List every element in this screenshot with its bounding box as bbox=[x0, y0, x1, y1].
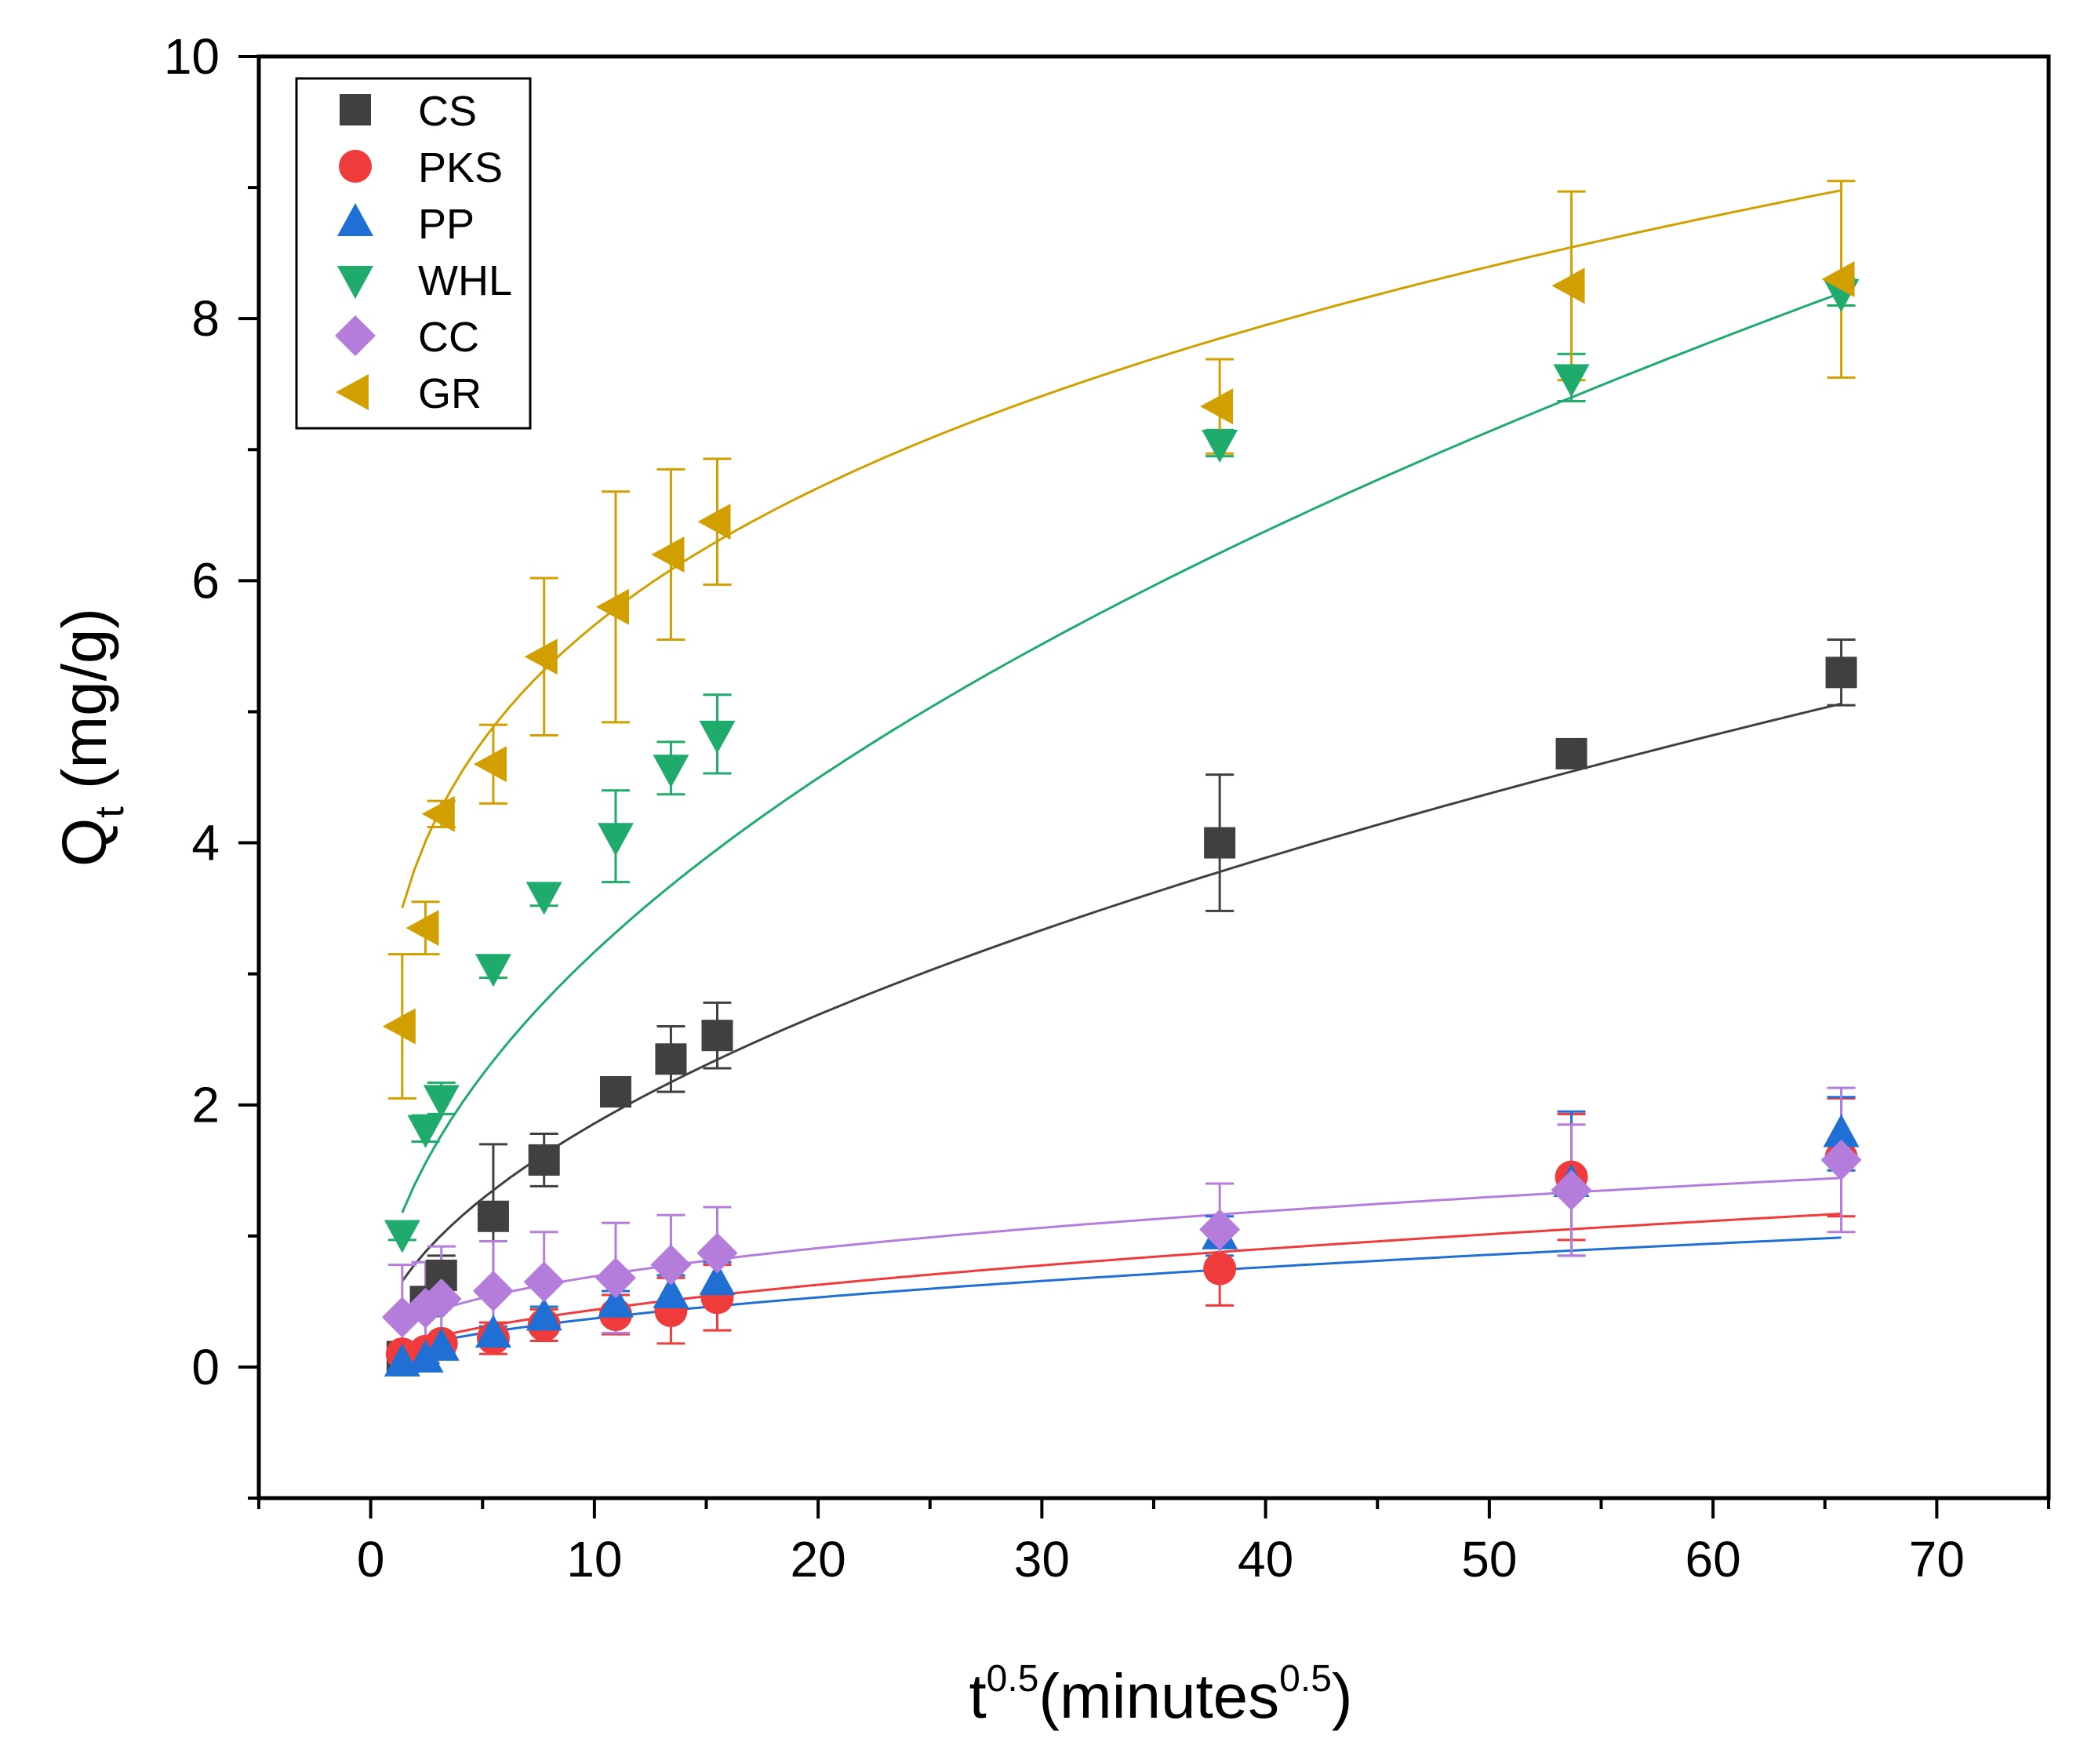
x-axis-title: t0.5(minutes0.5) bbox=[969, 1658, 1352, 1731]
fit-lines bbox=[401, 189, 1842, 1351]
x-axis: 0 10 20 30 40 50 60 70 bbox=[257, 1498, 2050, 1588]
data-point-pp bbox=[407, 1339, 444, 1373]
data-point-gr bbox=[382, 1008, 416, 1045]
data-point-gr bbox=[1200, 388, 1234, 425]
legend-label-gr: GR bbox=[418, 370, 482, 417]
fit-line-gr bbox=[401, 189, 1842, 909]
data-point-cc bbox=[523, 1261, 565, 1303]
data-point-whl bbox=[597, 823, 634, 857]
x-tick-label: 50 bbox=[1461, 1531, 1517, 1588]
data-point-gr bbox=[697, 504, 731, 540]
y-tick-label: 4 bbox=[191, 815, 220, 871]
data-point-gr bbox=[1821, 261, 1855, 298]
data-markers bbox=[381, 261, 1862, 1377]
data-point-whl bbox=[1553, 364, 1590, 398]
y-tick-label: 8 bbox=[191, 290, 220, 347]
legend-marker-cs bbox=[340, 94, 371, 125]
data-point-gr bbox=[651, 536, 685, 573]
data-point-cc bbox=[696, 1232, 738, 1274]
fit-line-pks bbox=[402, 1213, 1842, 1348]
data-point-cc bbox=[1820, 1139, 1862, 1180]
data-point-gr bbox=[473, 746, 507, 783]
x-tick-label: 60 bbox=[1685, 1531, 1741, 1588]
y-axis-title-sub: t bbox=[87, 806, 133, 818]
fit-line-whl bbox=[401, 291, 1842, 1213]
y-tick-label: 0 bbox=[191, 1339, 220, 1395]
x-tick-label: 10 bbox=[566, 1531, 622, 1588]
data-point-cc bbox=[1199, 1209, 1241, 1250]
x-tick-label: 20 bbox=[791, 1531, 846, 1588]
data-point-cs bbox=[477, 1200, 509, 1232]
x-tick-label: 0 bbox=[357, 1531, 385, 1588]
legend-marker-gr bbox=[336, 374, 369, 410]
data-point-pp bbox=[653, 1275, 689, 1309]
y-tick-label: 2 bbox=[191, 1077, 220, 1133]
x-tick-label: 30 bbox=[1014, 1531, 1070, 1588]
data-point-gr bbox=[524, 638, 558, 675]
x-axis-title-sup: 0.5 bbox=[987, 1658, 1039, 1700]
data-point-whl bbox=[423, 1085, 460, 1118]
data-point-pp bbox=[525, 1297, 562, 1331]
data-point-cc bbox=[650, 1244, 692, 1286]
legend: CS PKS PP WHL CC GR bbox=[295, 77, 532, 430]
data-point-cs bbox=[1204, 827, 1236, 859]
legend-marker-pks bbox=[339, 150, 372, 183]
data-point-gr bbox=[405, 910, 439, 947]
x-axis-title-base: t bbox=[969, 1661, 986, 1731]
data-point-whl bbox=[699, 720, 736, 754]
legend-box bbox=[295, 77, 532, 430]
data-point-cs bbox=[655, 1043, 687, 1075]
x-axis-title-paren-sup: 0.5 bbox=[1279, 1658, 1332, 1700]
data-point-pp bbox=[475, 1315, 511, 1348]
fit-line-pp bbox=[402, 1236, 1842, 1351]
data-point-whl bbox=[1202, 429, 1238, 463]
data-point-pp bbox=[423, 1327, 460, 1361]
data-point-whl bbox=[475, 954, 511, 987]
x-axis-title-paren-open: (minutes bbox=[1038, 1661, 1279, 1731]
legend-marker-cc bbox=[335, 315, 376, 356]
y-axis-title-unit: (mg/g) bbox=[49, 608, 119, 806]
data-point-pp bbox=[597, 1284, 634, 1318]
legend-marker-whl bbox=[337, 266, 373, 299]
y-axis-title: Qt (mg/g) bbox=[49, 608, 133, 867]
error-bars bbox=[387, 180, 1856, 1371]
data-point-pp bbox=[1823, 1114, 1860, 1148]
x-tick-label: 40 bbox=[1238, 1531, 1293, 1588]
y-tick-label: 10 bbox=[164, 28, 220, 85]
data-point-cc bbox=[472, 1270, 514, 1311]
legend-label-cc: CC bbox=[418, 314, 479, 361]
data-point-whl bbox=[407, 1115, 444, 1148]
data-point-gr bbox=[1551, 267, 1585, 304]
y-axis: 0 2 4 6 8 10 bbox=[164, 28, 259, 1500]
legend-label-pks: PKS bbox=[418, 144, 503, 191]
legend-label-cs: CS bbox=[418, 88, 477, 135]
legend-label-pp: PP bbox=[418, 201, 475, 248]
data-point-cc bbox=[1551, 1169, 1592, 1211]
data-point-whl bbox=[653, 755, 689, 788]
data-point-gr bbox=[595, 588, 629, 625]
y-tick-label: 6 bbox=[191, 552, 220, 609]
legend-marker-pp bbox=[337, 203, 373, 236]
data-point-pks bbox=[1203, 1252, 1237, 1286]
data-point-cc bbox=[420, 1278, 462, 1320]
fit-line-cs bbox=[401, 702, 1842, 1282]
data-point-cc bbox=[595, 1257, 636, 1299]
y-axis-title-base: Q bbox=[49, 818, 119, 867]
data-point-cs bbox=[1825, 656, 1857, 689]
fit-line-cc bbox=[402, 1177, 1842, 1326]
data-point-whl bbox=[525, 882, 562, 915]
data-point-cs bbox=[599, 1076, 631, 1108]
x-tick-label: 70 bbox=[1909, 1531, 1965, 1588]
data-point-pp bbox=[699, 1262, 736, 1296]
data-point-whl bbox=[384, 1220, 420, 1253]
x-axis-title-paren-close: ) bbox=[1332, 1661, 1353, 1731]
legend-label-whl: WHL bbox=[418, 257, 512, 304]
data-point-cs bbox=[701, 1020, 733, 1052]
data-point-cs bbox=[1555, 737, 1587, 769]
data-point-gr bbox=[421, 795, 455, 832]
data-point-cs bbox=[528, 1144, 560, 1176]
